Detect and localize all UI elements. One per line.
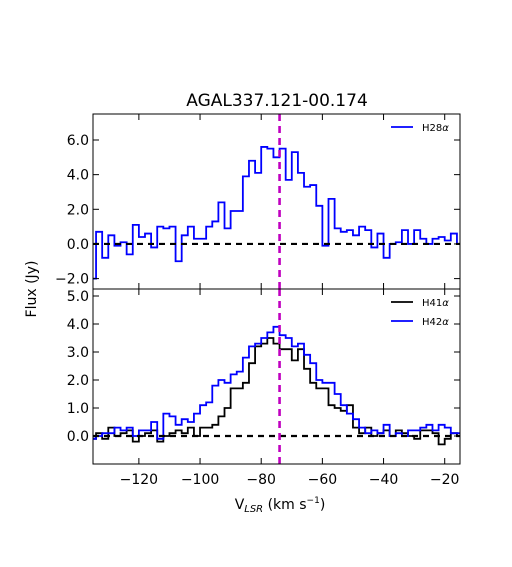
legend-label-greek: α (442, 298, 449, 309)
x-tick-label: −80 (246, 472, 276, 488)
legend-label-base: H41 (422, 298, 442, 309)
top-ytick-label: −2.0 (55, 272, 89, 288)
top-ytick-label: 6.0 (67, 133, 89, 149)
bottom-legend-label-2: H42α (422, 317, 449, 328)
bottom-series-group (93, 325, 460, 446)
legend-label-base: H42 (422, 317, 442, 328)
x-tick-label: −100 (181, 472, 219, 488)
x-axis-label-unit: (km s (263, 497, 306, 513)
x-tick-label: −60 (308, 472, 338, 488)
x-axis-label-sub: LSR (244, 504, 263, 515)
chart-title: AGAL337.121-00.174 (186, 91, 368, 111)
top-legend-label-1: H28α (422, 123, 449, 134)
x-tick-label: −40 (369, 472, 399, 488)
bottom-series-line-1 (93, 337, 460, 446)
x-axis-ticks: −120 −100 −80 −60 −40 −20 (120, 472, 460, 488)
bottom-series-line-2 (93, 325, 460, 440)
top-series-line-1 (93, 146, 460, 280)
bottom-panel-frame (92, 288, 461, 465)
legend-label-base: H28 (422, 123, 442, 134)
top-ytick-label: 0.0 (67, 237, 89, 253)
top-ticks-group: −2.0 0.0 2.0 4.0 6.0 (55, 114, 460, 289)
bottom-legend-label-1: H41α (422, 298, 449, 309)
legend-label-greek: α (442, 123, 449, 134)
x-axis-label-exp: −1 (307, 496, 320, 506)
y-axis-label: Flux (Jy) (24, 261, 40, 318)
bottom-ytick-label: 2.0 (67, 373, 89, 389)
top-ytick-label: 2.0 (67, 202, 89, 218)
bottom-ytick-label: 1.0 (67, 401, 89, 417)
x-tick-label: −20 (430, 472, 460, 488)
bottom-ytick-label: 4.0 (67, 317, 89, 333)
bottom-ytick-label: 0.0 (67, 429, 89, 445)
top-series-group (93, 146, 460, 280)
top-panel-frame (92, 113, 461, 290)
x-tick-label: −120 (120, 472, 158, 488)
bottom-ticks-group: 0.0 1.0 2.0 3.0 4.0 5.0 (67, 289, 460, 464)
top-ytick-label: 4.0 (67, 168, 89, 184)
legend-label-greek: α (442, 317, 449, 328)
bottom-ytick-label: 5.0 (67, 289, 89, 305)
top-panel: −2.0 0.0 2.0 4.0 6.0 H28α (55, 113, 461, 290)
top-legend: H28α (391, 123, 449, 134)
x-axis-label-main: V (235, 497, 245, 513)
x-axis-label: VLSR (km s−1) (235, 496, 326, 515)
x-axis-label-close: ) (320, 497, 325, 513)
bottom-ytick-label: 3.0 (67, 345, 89, 361)
